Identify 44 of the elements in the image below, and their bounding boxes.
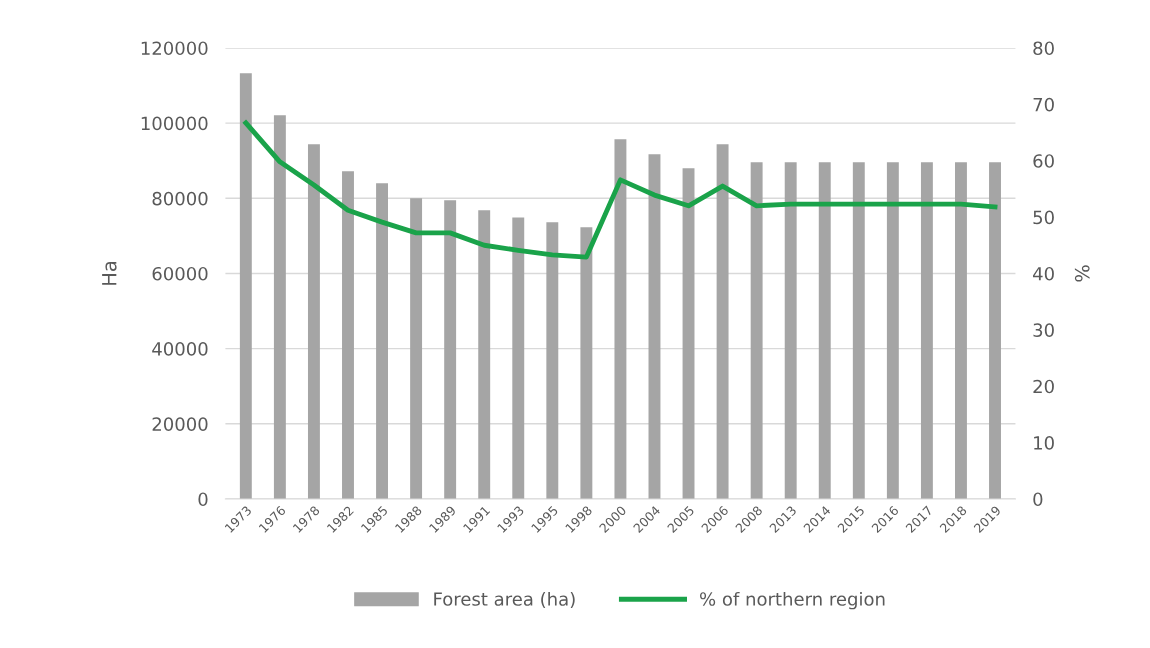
y-axis-title: Ha — [102, 261, 117, 285]
y2-tick-label: 80 — [1033, 41, 1054, 56]
y2-tick-label: 50 — [1033, 210, 1054, 225]
bar — [750, 162, 763, 499]
bar — [682, 168, 695, 499]
bar — [784, 162, 797, 499]
bar — [852, 162, 865, 499]
bar — [512, 217, 525, 499]
y2-tick-label: 40 — [1033, 266, 1054, 281]
bar — [410, 198, 423, 499]
bar — [478, 210, 491, 499]
bar — [239, 73, 252, 499]
bar — [342, 171, 354, 499]
y-tick-label: 40000 — [152, 342, 208, 356]
bar — [886, 162, 899, 499]
y2-tick-label: 70 — [1033, 97, 1054, 112]
y2-tick-label: 0 — [1033, 492, 1043, 507]
bar — [955, 162, 967, 499]
y-tick-label: 100000 — [141, 116, 208, 131]
y-tick-label: 80000 — [152, 191, 208, 206]
bar — [614, 139, 627, 499]
y2-tick-label: 60 — [1033, 154, 1054, 168]
bar — [273, 115, 286, 499]
bar — [716, 144, 729, 499]
y-tick-label: 0 — [198, 492, 208, 507]
y2-tick-label: 20 — [1033, 379, 1054, 394]
bar — [989, 162, 1001, 499]
y-tick-label: 20000 — [152, 417, 208, 431]
bar — [818, 162, 831, 499]
bar — [580, 227, 593, 499]
bar — [376, 183, 389, 499]
y2-axis-title: % — [1074, 265, 1090, 282]
y-tick-label: 120000 — [141, 41, 208, 56]
bar — [546, 222, 559, 499]
line-series — [243, 120, 998, 260]
bar — [307, 144, 320, 499]
bar — [648, 154, 661, 499]
bar — [920, 162, 933, 499]
legend-label: % of northern region — [700, 591, 885, 610]
legend-label: Forest area (ha) — [434, 591, 575, 608]
y2-tick-label: 10 — [1034, 436, 1054, 450]
y-tick-label: 60000 — [152, 266, 208, 281]
bar — [444, 200, 457, 499]
y2-tick-label: 30 — [1033, 323, 1054, 337]
